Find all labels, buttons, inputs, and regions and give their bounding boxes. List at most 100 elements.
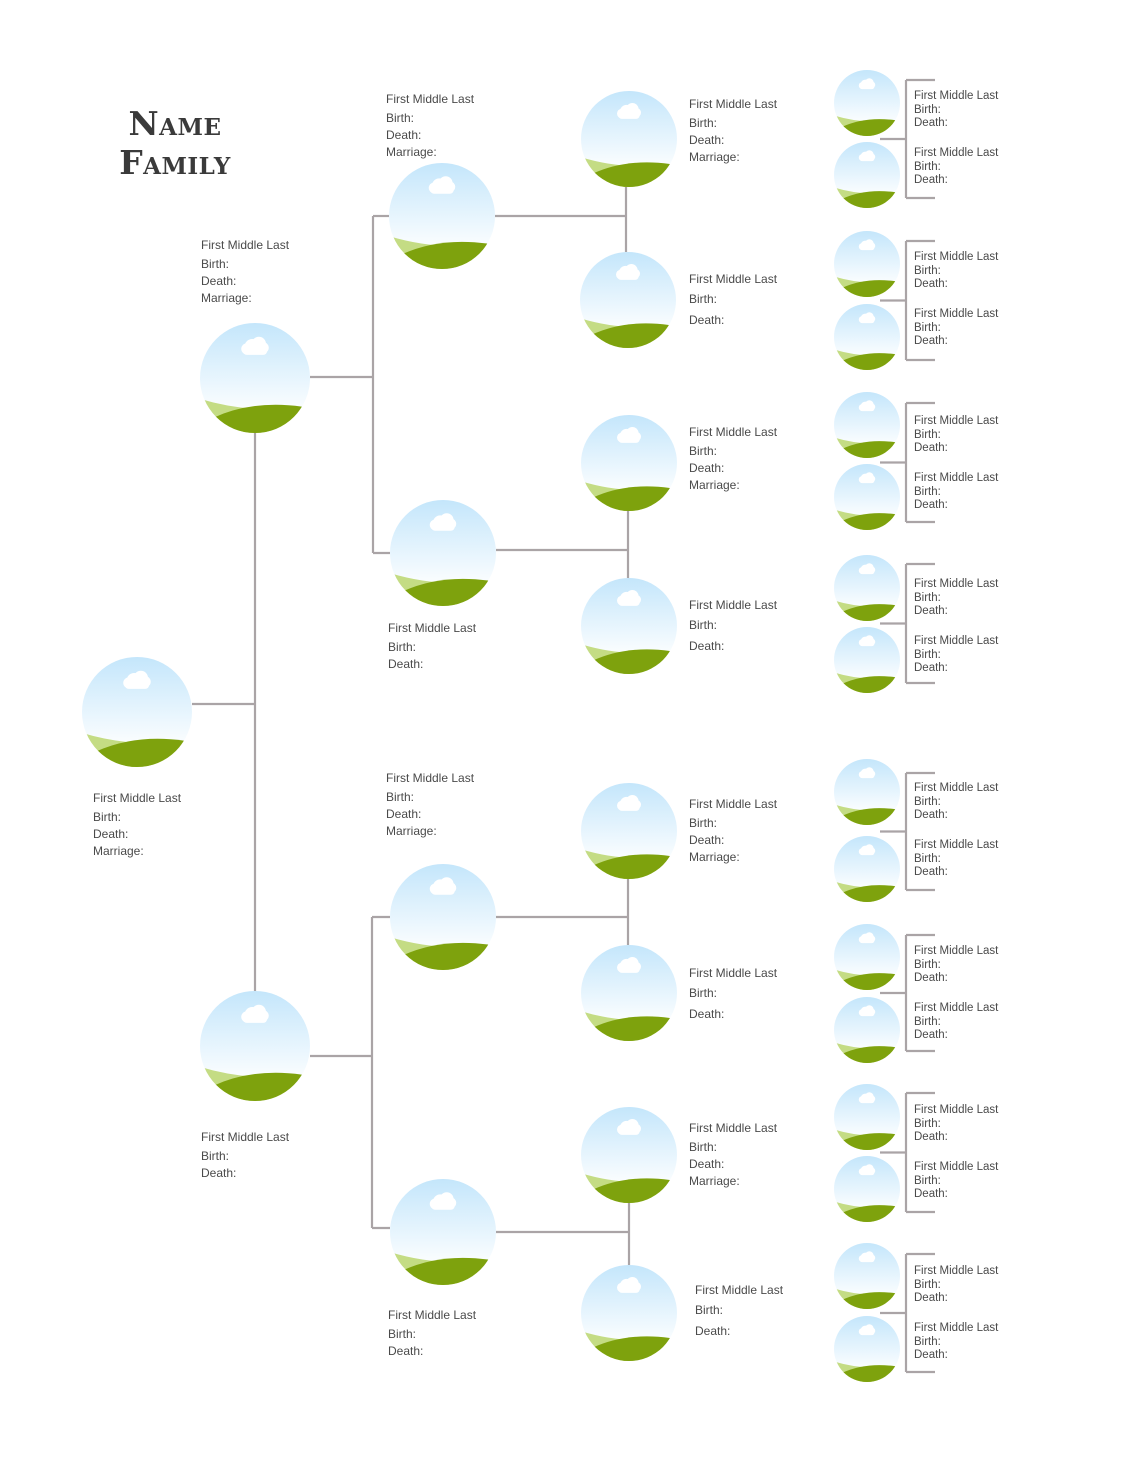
person-info: First Middle Last Birth: Death: (914, 1002, 998, 1043)
cloud-icon (858, 932, 876, 944)
person-info: First Middle Last Birth: Death: (914, 251, 998, 292)
person-info: First Middle Last Birth: Death: (388, 620, 476, 673)
cloud-icon (429, 513, 457, 531)
person-info: First Middle Last Birth: Death: (201, 1129, 289, 1182)
birth-label: Birth: (93, 810, 122, 824)
death-label: Death: (386, 807, 422, 821)
portrait-placeholder (581, 945, 677, 1041)
cloud-icon (617, 1277, 641, 1293)
portrait-placeholder (834, 1243, 900, 1309)
marriage-label: Marriage: (93, 844, 144, 858)
person-name: First Middle Last (386, 92, 475, 106)
person-name: First Middle Last (914, 1265, 999, 1277)
cloud-icon (858, 563, 876, 575)
person-info: First Middle Last Birth: Death: Marriage: (386, 770, 474, 840)
person-name: First Middle Last (386, 771, 475, 785)
person-name: First Middle Last (689, 425, 778, 439)
portrait-placeholder (834, 1084, 900, 1150)
death-label: Death: (689, 639, 725, 653)
death-label: Death: (914, 1349, 948, 1361)
birth-label: Birth: (689, 292, 718, 306)
birth-label: Birth: (914, 958, 941, 971)
death-label: Death: (914, 442, 948, 454)
death-label: Death: (388, 657, 424, 671)
cloud-icon (617, 1119, 641, 1135)
cloud-icon (617, 795, 641, 811)
marriage-label: Marriage: (689, 850, 740, 864)
person-name: First Middle Last (695, 1283, 784, 1297)
person-name: First Middle Last (689, 966, 778, 980)
birth-label: Birth: (914, 1174, 941, 1187)
cloud-icon (858, 1005, 876, 1017)
death-label: Death: (201, 1166, 237, 1180)
portrait-placeholder (389, 163, 495, 269)
portrait-placeholder (581, 91, 677, 187)
portrait-placeholder (834, 627, 900, 693)
cloud-icon (858, 239, 876, 251)
portrait-placeholder (200, 323, 310, 433)
portrait-placeholder (581, 415, 677, 511)
connector-lines (192, 78, 935, 1374)
death-label: Death: (914, 972, 948, 984)
person-name: First Middle Last (914, 1002, 999, 1014)
portrait-placeholder (581, 1265, 677, 1361)
person-info: First Middle Last Birth: Death: (914, 1265, 998, 1306)
person-info: First Middle Last Birth: Death: (914, 415, 998, 456)
portrait-placeholder (834, 997, 900, 1063)
birth-label: Birth: (914, 795, 941, 808)
person-info: First Middle Last Birth: Death: (914, 308, 998, 349)
cloud-icon (858, 312, 876, 324)
portrait-placeholder (834, 304, 900, 370)
death-label: Death: (93, 827, 129, 841)
portrait-placeholder (834, 836, 900, 902)
cloud-icon (858, 635, 876, 647)
person-info: First Middle Last Birth: Death: (914, 578, 998, 619)
birth-label: Birth: (914, 321, 941, 334)
cloud-icon (241, 336, 269, 355)
portrait-placeholder (834, 464, 900, 530)
person-name: First Middle Last (914, 635, 999, 647)
cloud-icon (858, 472, 876, 484)
cloud-icon (617, 103, 641, 119)
death-label: Death: (388, 1344, 424, 1358)
death-label: Death: (914, 174, 948, 186)
person-info: First Middle Last Birth: Death: (914, 945, 998, 986)
birth-label: Birth: (201, 1149, 230, 1163)
portrait-placeholder (200, 991, 310, 1101)
person-info: First Middle Last Birth: Death: Marriage: (201, 237, 289, 307)
person-info: First Middle Last Birth: Death: (689, 597, 777, 655)
death-label: Death: (914, 866, 948, 878)
portrait-placeholder (834, 231, 900, 297)
person-name: First Middle Last (689, 272, 778, 286)
portrait-placeholder (580, 252, 676, 348)
cloud-icon (616, 264, 640, 280)
person-info: First Middle Last Birth: Death: Marriage: (689, 424, 777, 494)
person-name: First Middle Last (914, 472, 999, 484)
portrait-placeholder (390, 864, 496, 970)
title-line-2: Family (119, 143, 231, 182)
portrait-placeholder (834, 555, 900, 621)
birth-label: Birth: (914, 1278, 941, 1291)
person-name: First Middle Last (689, 797, 778, 811)
title-line-1: Name (128, 104, 222, 143)
person-info: First Middle Last Birth: Death: Marriage: (689, 1120, 777, 1190)
person-info: First Middle Last Birth: Death: (914, 839, 998, 880)
birth-label: Birth: (914, 428, 941, 441)
birth-label: Birth: (914, 160, 941, 173)
death-label: Death: (689, 133, 725, 147)
cloud-icon (858, 1092, 876, 1104)
person-info: First Middle Last Birth: Death: Marriage: (386, 91, 474, 161)
death-label: Death: (689, 833, 725, 847)
person-info: First Middle Last Birth: Death: (914, 1322, 998, 1363)
cloud-icon (858, 844, 876, 856)
death-label: Death: (914, 278, 948, 290)
portrait-placeholder (581, 783, 677, 879)
person-name: First Middle Last (388, 621, 477, 635)
cloud-icon (858, 78, 876, 90)
cloud-icon (123, 670, 151, 689)
person-info: First Middle Last Birth: Death: (914, 147, 998, 188)
portrait-placeholder (834, 924, 900, 990)
birth-label: Birth: (689, 116, 718, 130)
death-label: Death: (689, 313, 725, 327)
